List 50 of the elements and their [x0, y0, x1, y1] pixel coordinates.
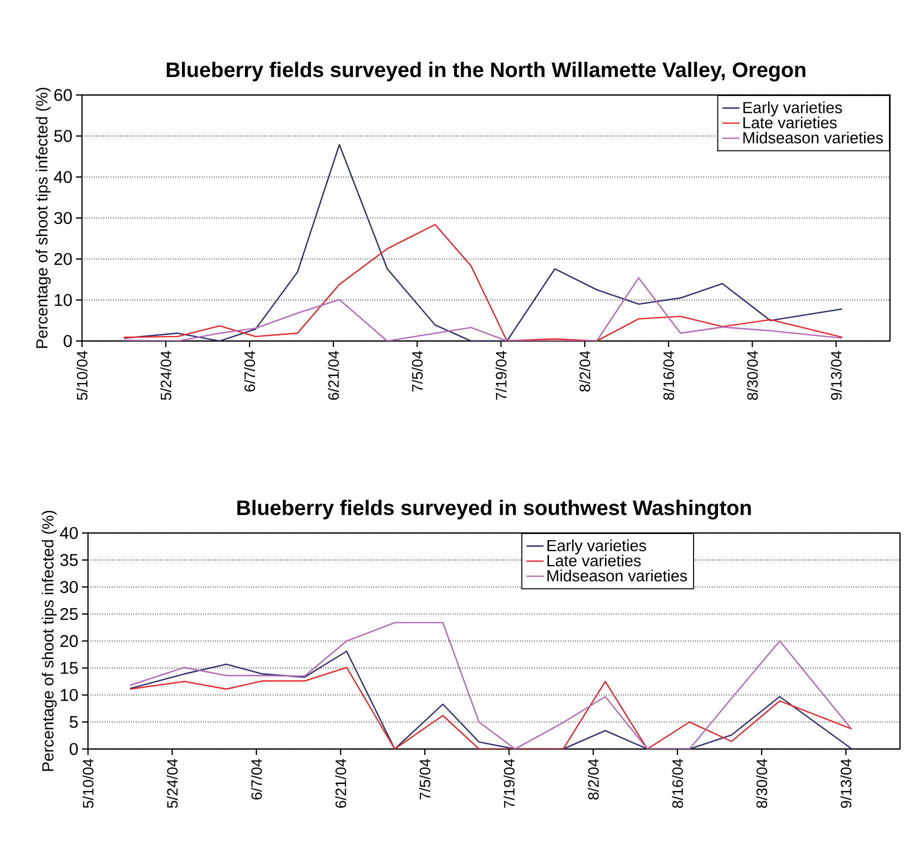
y-tick-label: 10 [54, 294, 72, 306]
y-tick-label: 40 [60, 526, 78, 540]
y-tick-label: 25 [60, 608, 78, 620]
x-tick-label: 5/10/04 [82, 758, 94, 808]
x-tick-label: 9/13/04 [830, 350, 842, 400]
y-tick-label: 30 [60, 580, 78, 594]
x-tick-label: 6/21/04 [328, 350, 339, 400]
x-tick-label: 7/19/04 [504, 758, 515, 808]
x-tick-label: 6/7/04 [250, 758, 262, 800]
y-tick-label: 15 [60, 662, 78, 674]
y-tick-label: 35 [60, 554, 78, 566]
x-tick-label: 8/16/04 [672, 758, 683, 808]
y-tick-label: 20 [60, 634, 78, 648]
legend-label: Late varieties [743, 116, 837, 128]
y-tick-label: 40 [54, 170, 72, 184]
y-axis-title: Percentage of shoot tips infected (%) [36, 88, 51, 348]
y-tick-label: 50 [54, 130, 72, 142]
legend-label: Late varieties [547, 554, 641, 566]
x-tick-label: 8/30/04 [756, 758, 768, 808]
x-tick-label: 6/21/04 [335, 758, 346, 808]
x-tick-label: 8/30/04 [746, 350, 758, 400]
x-tick-label: 9/13/04 [840, 758, 852, 808]
x-tick-label: 7/19/04 [495, 350, 506, 400]
y-tick-label: 5 [70, 716, 78, 728]
legend-label: Early varieties [743, 102, 842, 116]
chart-title: Blueberry fields surveyed in southwest Washington [237, 500, 751, 520]
x-tick-label: 5/10/04 [76, 350, 88, 400]
y-tick-label: 0 [64, 334, 72, 348]
y-axis-title: Percentage of shoot tips infected (%) [42, 510, 57, 771]
x-tick-label: 8/2/04 [579, 350, 590, 392]
legend-label: Midseason varieties [547, 570, 687, 582]
x-tick-label: 7/5/04 [419, 758, 430, 800]
y-tick-label: 60 [54, 88, 72, 102]
x-tick-label: 5/24/04 [166, 758, 178, 808]
x-tick-label: 6/7/04 [244, 350, 256, 392]
x-tick-label: 5/24/04 [160, 350, 172, 400]
x-tick-label: 7/5/04 [412, 350, 423, 392]
y-tick-label: 10 [60, 688, 78, 702]
line-series [123, 144, 843, 341]
legend-label: Midseason varieties [743, 132, 883, 144]
x-tick-label: 8/16/04 [663, 350, 674, 400]
line-series [129, 622, 853, 749]
x-tick-label: 8/2/04 [588, 758, 599, 800]
line-series [129, 650, 853, 749]
y-tick-label: 20 [54, 252, 72, 266]
chart-title: Blueberry fields surveyed in the North Willamette Valley, Oregon [166, 62, 806, 82]
legend-label: Early varieties [547, 540, 646, 554]
y-tick-label: 30 [54, 212, 72, 224]
y-tick-label: 0 [70, 742, 78, 756]
line-series [123, 224, 843, 341]
